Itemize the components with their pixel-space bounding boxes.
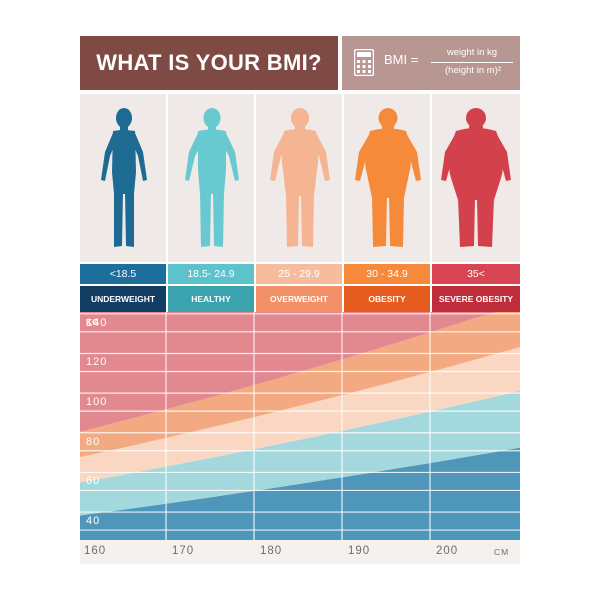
x-tick-label: 160 [84, 545, 107, 557]
page-title: WHAT IS YOUR BMI? [96, 50, 322, 75]
formula-denominator: (height in m)² [445, 65, 501, 76]
zone-healthy [80, 390, 520, 516]
y-tick-label: 60 [86, 475, 101, 488]
category-severe-obesity: SEVERE OBESITY [432, 286, 520, 312]
x-tick-label: 180 [260, 545, 283, 557]
category-healthy: HEALTHY [168, 286, 254, 312]
calculator-icon [354, 49, 374, 76]
y-tick-label: 120 [86, 356, 108, 369]
x-tick-label: 190 [348, 545, 371, 557]
column-divider [166, 94, 168, 262]
category-overweight: OVERWEIGHT [256, 286, 342, 312]
severe-obesity-figure-icon [441, 108, 511, 247]
range-healthy: 18.5- 24.9 [168, 264, 254, 284]
healthy-figure-icon [185, 108, 239, 247]
range-underweight: <18.5 [80, 264, 166, 284]
formula-banner: BMI = weight in kg (height in m)² [342, 36, 520, 90]
column-divider [430, 94, 432, 262]
formula-numerator: weight in kg [446, 47, 498, 58]
range-overweight: 25 - 29.9 [256, 264, 342, 284]
figure-band [80, 94, 520, 262]
y-axis-unit: KG [86, 317, 99, 327]
category-row: UNDERWEIGHT HEALTHY OVERWEIGHT OBESITY S… [80, 286, 520, 312]
title-banner: WHAT IS YOUR BMI? [80, 36, 338, 90]
y-tick-label: 140 [86, 316, 108, 329]
category-obesity: OBESITY [344, 286, 430, 312]
category-underweight: UNDERWEIGHT [80, 286, 166, 312]
column-divider [342, 94, 344, 262]
x-axis: 160 170 180 190 200 CM [80, 540, 520, 564]
y-tick-label: 40 [86, 515, 101, 528]
bmi-chart: KG 40 60 80 100 120 140 [80, 312, 520, 540]
y-tick-label: 100 [86, 396, 108, 409]
column-divider [254, 94, 256, 262]
x-tick-label: 170 [172, 545, 195, 557]
x-axis-unit: CM [494, 547, 510, 557]
formula-lhs: BMI = [384, 52, 419, 67]
underweight-figure-icon [101, 108, 147, 247]
range-severe-obesity: 35< [432, 264, 520, 284]
zone-underweight [80, 447, 520, 540]
bmi-range-row: <18.5 18.5- 24.9 25 - 29.9 30 - 34.9 35< [80, 264, 520, 284]
range-obesity: 30 - 34.9 [344, 264, 430, 284]
x-tick-label: 200 [436, 545, 459, 557]
zone-overweight [80, 347, 520, 483]
header: WHAT IS YOUR BMI? BMI = weight in kg (he… [80, 36, 520, 90]
y-tick-label: 80 [86, 435, 101, 448]
bmi-chart-plot [80, 312, 520, 540]
zone-obesity [80, 312, 520, 458]
overweight-figure-icon [270, 108, 330, 247]
fraction-bar [431, 62, 513, 63]
obesity-figure-icon [355, 108, 421, 247]
